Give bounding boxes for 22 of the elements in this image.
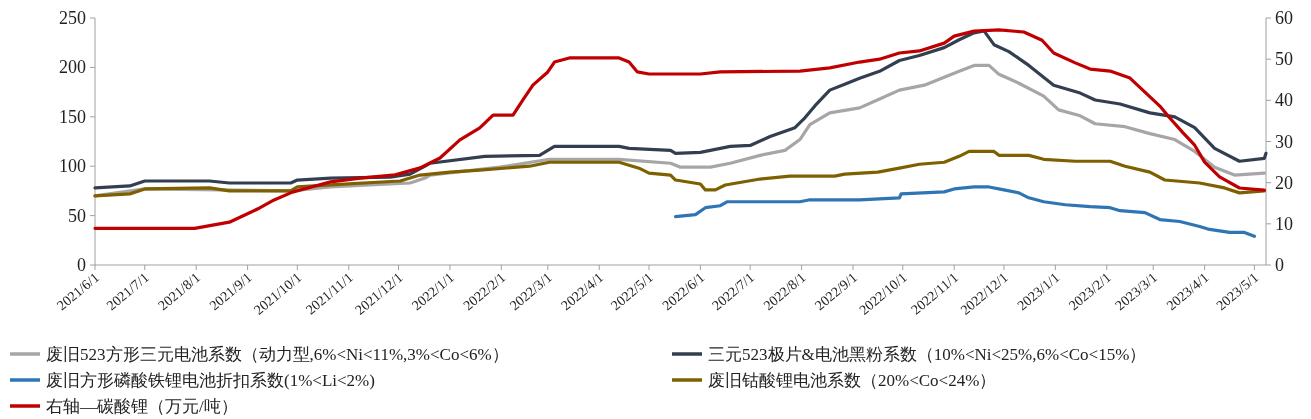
y-tick-label: 150 <box>59 106 86 127</box>
y-tick-label: 0 <box>77 255 86 275</box>
y2-tick-label: 30 <box>1275 131 1293 152</box>
y2-tick-label: 20 <box>1275 172 1293 193</box>
y-tick-label: 100 <box>59 156 86 177</box>
legend-label: 废旧钴酸锂电池系数（20%<Co<24%） <box>708 371 997 390</box>
y-tick-label: 200 <box>59 57 86 78</box>
legend-label: 右轴—碳酸锂（万元/吨） <box>46 397 238 416</box>
legend-label: 三元523极片&电池黑粉系数（10%<Ni<25%,6%<Co<15%） <box>708 345 1147 364</box>
y2-tick-label: 40 <box>1275 90 1293 111</box>
y2-tick-label: 50 <box>1275 49 1293 70</box>
legend-label: 废旧方形磷酸铁锂电池折扣系数(1%<Li<2%) <box>46 371 375 390</box>
y-tick-label: 250 <box>59 8 86 28</box>
legend-label: 废旧523方形三元电池系数（动力型,6%<Ni<11%,3%<Co<6%） <box>46 345 509 364</box>
line-series <box>93 149 1266 198</box>
line-series <box>93 28 1266 230</box>
line-series <box>673 185 1256 238</box>
y2-tick-label: 60 <box>1275 8 1293 28</box>
y-tick-label: 50 <box>68 205 86 226</box>
line-series <box>93 29 1268 190</box>
y2-tick-label: 10 <box>1275 213 1293 234</box>
y2-tick-label: 0 <box>1275 255 1284 275</box>
